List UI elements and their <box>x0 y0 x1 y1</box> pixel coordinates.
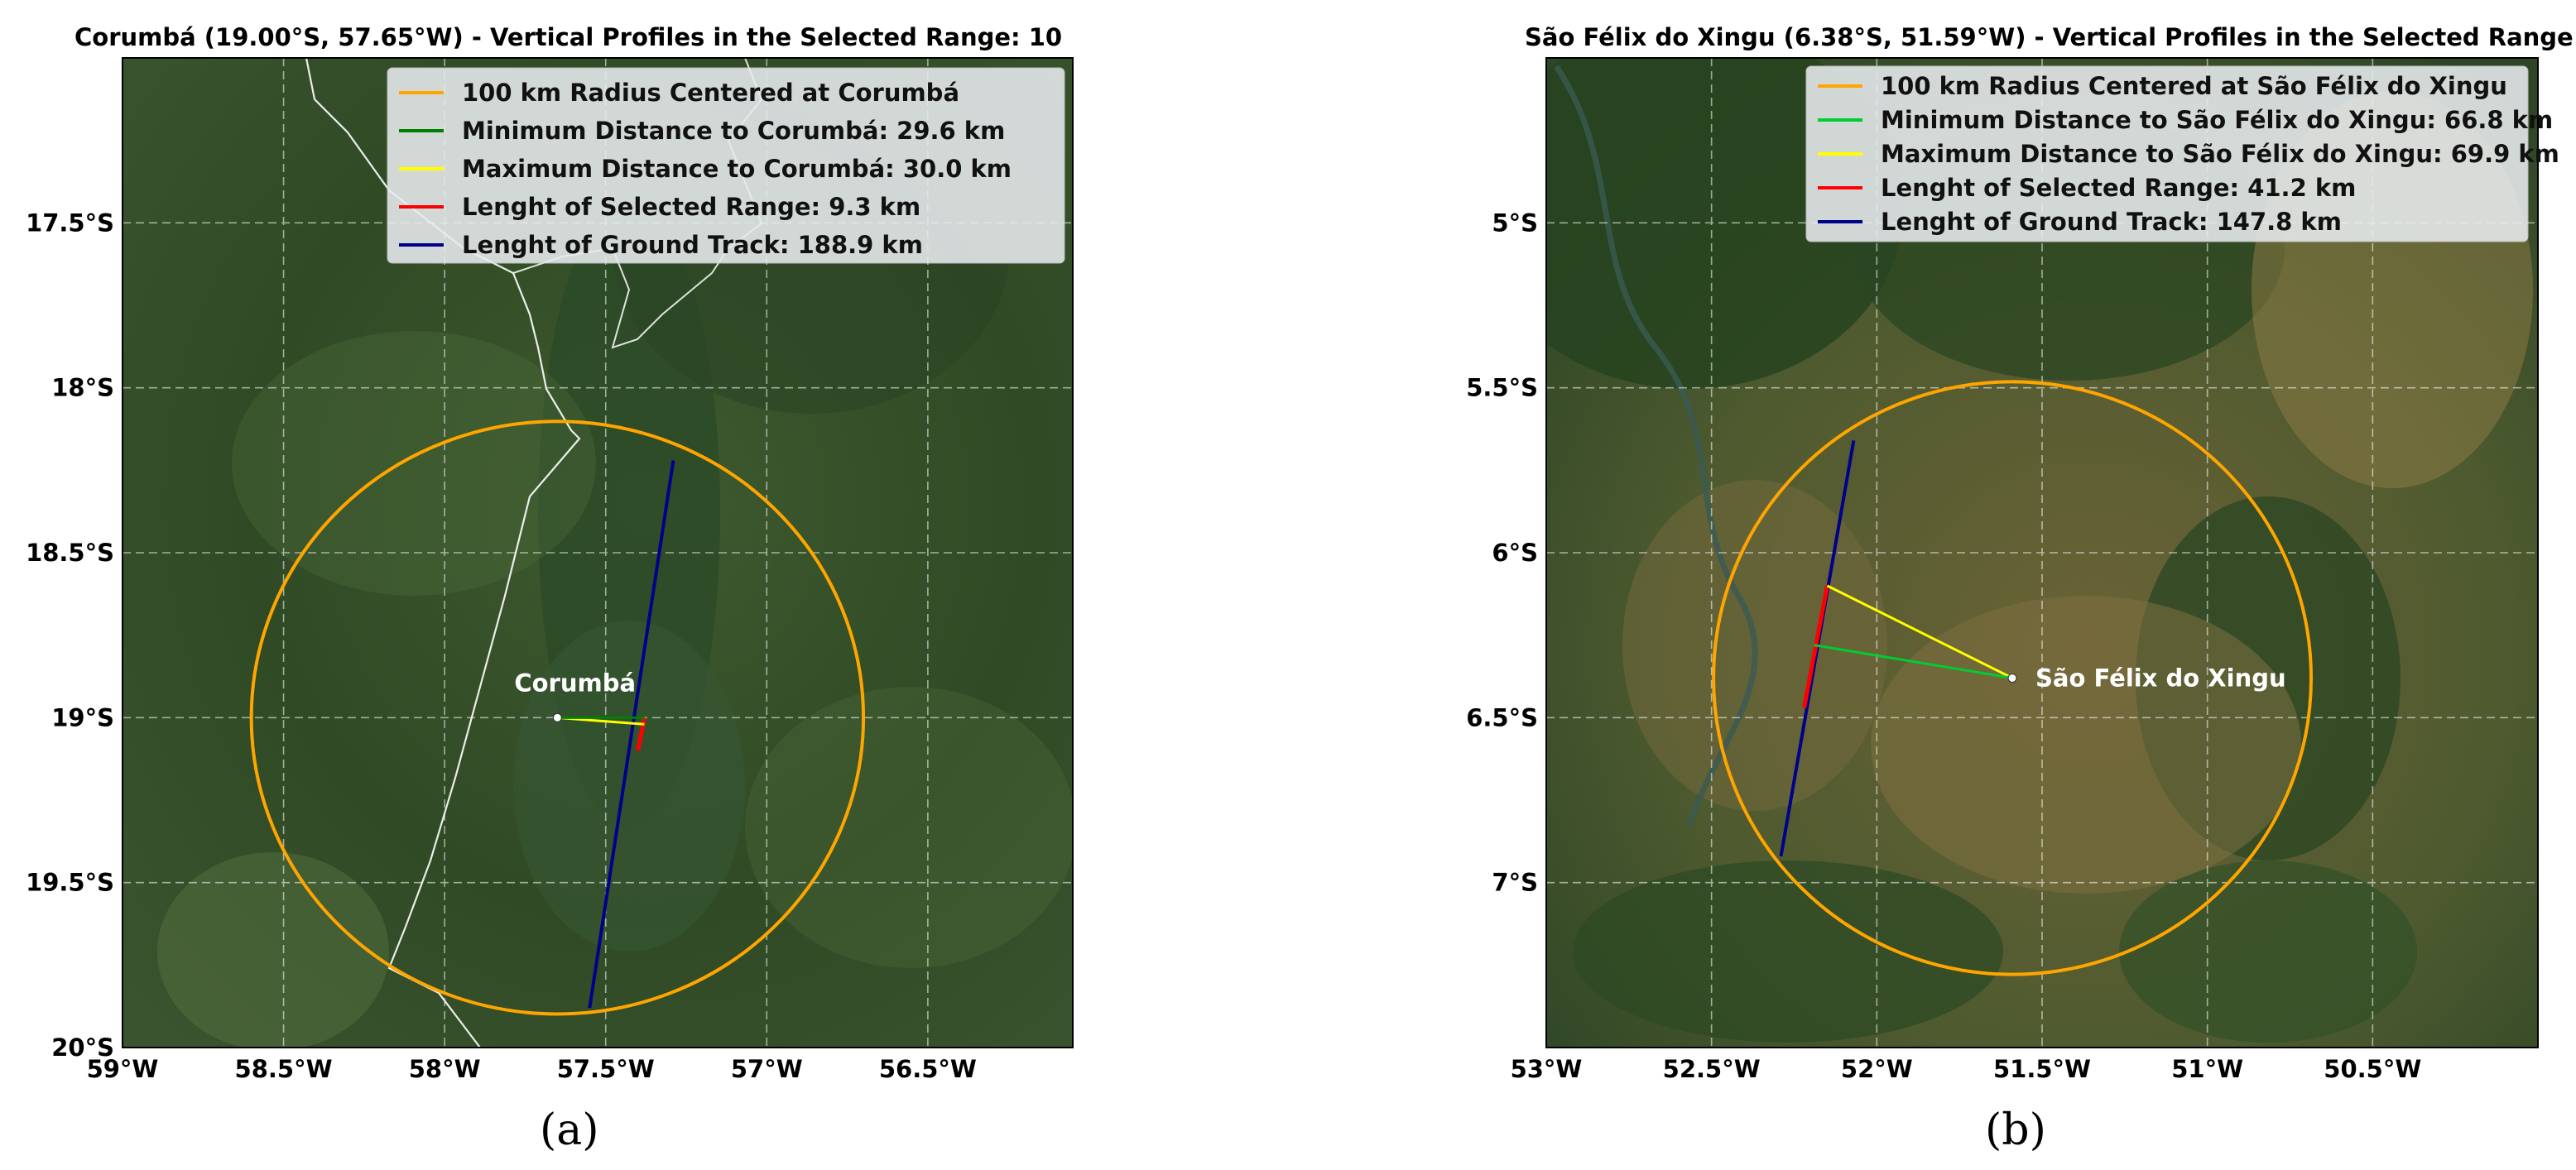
legend: 100 km Radius Centered at Corumbá Minimum… <box>387 67 1065 264</box>
legend: 100 km Radius Centered at São Félix do X… <box>1805 65 2559 242</box>
y-tick-label: 18°S <box>51 374 114 402</box>
legend-entry-label: 100 km Radius Centered at Corumbá <box>462 79 959 107</box>
x-tick-label: 57.5°W <box>557 1055 655 1083</box>
max-distance-line <box>1826 584 2013 679</box>
x-tick-label: 57°W <box>731 1055 803 1083</box>
x-tick-label: 51.5°W <box>1993 1055 2091 1083</box>
legend-entry-label: Maximum Distance to São Félix do Xingu: … <box>1881 140 2559 168</box>
y-tick-label: 5°S <box>1492 209 1538 237</box>
y-tick-label: 19°S <box>51 703 114 731</box>
x-tick-label: 52.5°W <box>1663 1055 1761 1083</box>
panel-corumba: Corumbá (19.00°S, 57.65°W) - Vertical Pr… <box>0 0 1225 1170</box>
legend-entry-label: Minimum Distance to Corumbá: 29.6 km <box>462 117 1005 145</box>
city-marker <box>2007 673 2017 683</box>
map-frame <box>122 57 1074 1048</box>
y-tick-label: 7°S <box>1492 869 1538 897</box>
map-corumba: Corumbá 17.5°S 18°S 18.5°S 19°S 19.5°S 20°S59… <box>26 57 1074 1083</box>
x-tick-label: 58°W <box>409 1055 481 1083</box>
y-tick-label: 20°S <box>51 1033 114 1062</box>
x-tick-label: 50.5°W <box>2324 1055 2421 1083</box>
x-tick-label: 51°W <box>2171 1055 2243 1083</box>
legend-entry-label: Lenght of Ground Track: 188.9 km <box>462 231 923 259</box>
y-tick-label: 18.5°S <box>26 539 114 567</box>
city-label: Corumbá <box>514 669 636 697</box>
ground-track-line <box>588 460 675 1009</box>
y-tick-label: 6.5°S <box>1466 703 1538 731</box>
legend-entry-label: Maximum Distance to Corumbá: 30.0 km <box>462 155 1012 183</box>
panel-title: Corumbá (19.00°S, 57.65°W) - Vertical Pr… <box>74 23 1063 51</box>
x-tick-label: 59°W <box>87 1055 159 1083</box>
x-tick-label: 56.5°W <box>879 1055 977 1083</box>
min-distance-line <box>1814 644 2013 679</box>
legend-entry-label: 100 km Radius Centered at São Félix do X… <box>1881 72 2507 100</box>
radius-circle <box>1712 380 2314 976</box>
legend-entry-label: Lenght of Selected Range: 9.3 km <box>462 193 920 221</box>
river <box>1554 65 1758 829</box>
y-tick-label: 6°S <box>1492 539 1538 567</box>
y-tick-label: 17.5°S <box>26 209 114 237</box>
map-frame <box>1545 57 2539 1048</box>
y-tick-label: 5.5°S <box>1466 374 1538 402</box>
legend-entry-label: Minimum Distance to São Félix do Xingu: … <box>1881 106 2553 134</box>
panel-title: São Félix do Xingu (6.38°S, 51.59°W) - V… <box>1525 23 2576 51</box>
panel-sao-felix-do-xingu: São Félix do Xingu (6.38°S, 51.59°W) - V… <box>1440 0 2576 1170</box>
city-marker <box>552 712 562 722</box>
legend-entry-label: Lenght of Selected Range: 41.2 km <box>1881 174 2356 202</box>
selected-range-line <box>1802 585 1829 708</box>
x-tick-label: 58.5°W <box>235 1055 333 1083</box>
panel-label-a: (a) <box>540 1105 599 1155</box>
x-tick-label: 52°W <box>1841 1055 1913 1083</box>
city-label: São Félix do Xingu <box>2035 664 2286 692</box>
map-sao-felix-do-xingu: São Félix do Xingu 5°S 5.5°S 6°S 6.5°S 7°S 53… <box>1466 57 2559 1083</box>
legend-entry-label: Lenght of Ground Track: 147.8 km <box>1881 208 2342 236</box>
radius-circle <box>249 420 866 1016</box>
panel-label-b: (b) <box>1985 1105 2046 1155</box>
x-tick-label: 53°W <box>1511 1055 1583 1083</box>
y-tick-label: 19.5°S <box>26 869 114 897</box>
